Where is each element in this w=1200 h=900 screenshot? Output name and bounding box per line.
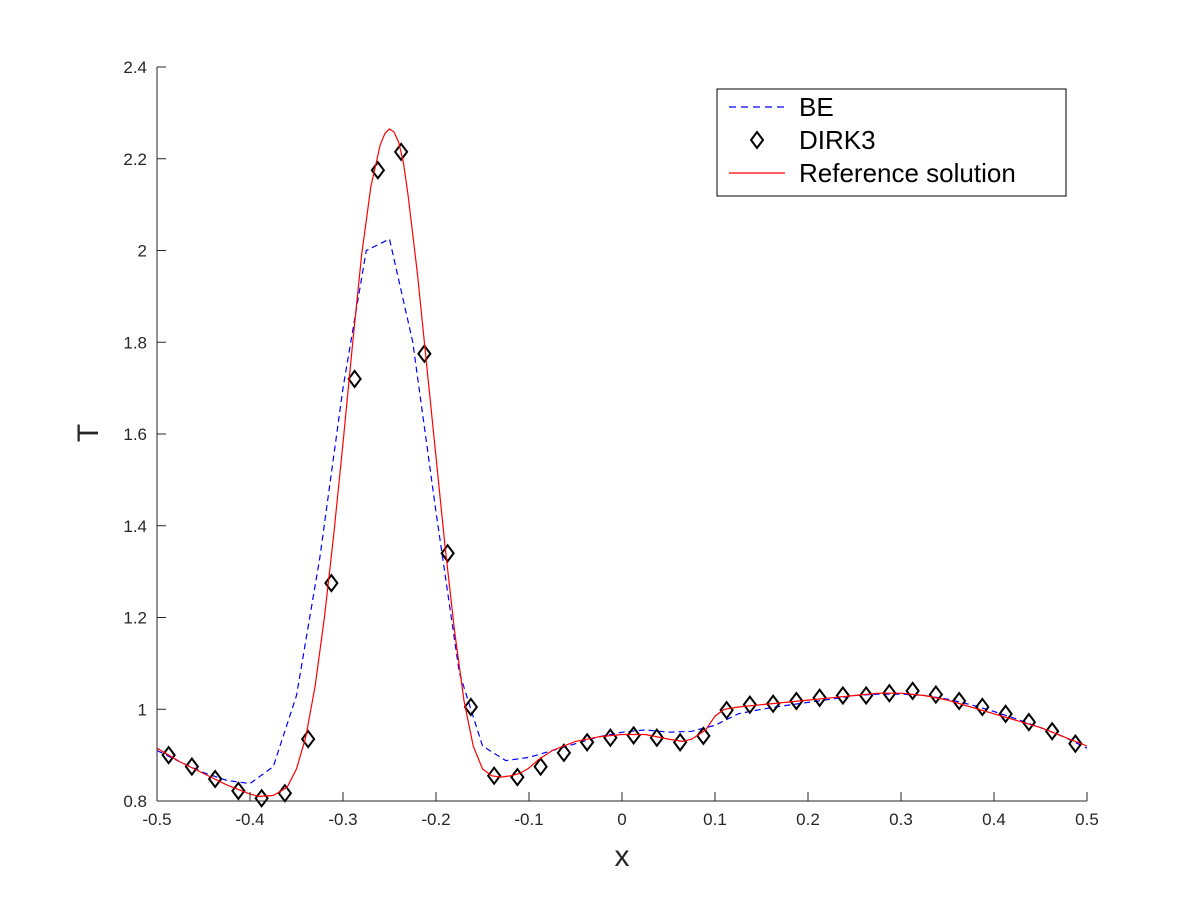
legend-box xyxy=(716,88,1067,197)
x-tick-label: 0 xyxy=(617,810,626,829)
series-line-be xyxy=(156,238,1088,785)
data-point-dirk3 xyxy=(324,573,339,593)
y-tick-label: 1.6 xyxy=(123,425,147,444)
data-point-dirk3 xyxy=(742,694,758,715)
data-point-dirk3 xyxy=(765,694,781,714)
plot-area xyxy=(156,128,1088,808)
x-tick-label: 0.4 xyxy=(982,810,1006,829)
y-tick-label: 2.2 xyxy=(123,150,147,169)
data-point-dirk3 xyxy=(998,704,1013,724)
x-tick-label: 0.5 xyxy=(1075,810,1099,829)
data-point-dirk3 xyxy=(300,729,316,749)
data-point-dirk3 xyxy=(556,743,572,763)
data-point-dirk3 xyxy=(696,726,711,746)
data-point-dirk3 xyxy=(835,685,851,706)
data-point-dirk3 xyxy=(928,684,944,705)
data-point-dirk3 xyxy=(579,732,595,752)
data-point-dirk3 xyxy=(672,732,688,752)
data-point-dirk3 xyxy=(393,142,409,162)
x-tick-label: 0.3 xyxy=(889,810,913,829)
x-tick-label: -0.3 xyxy=(328,810,357,829)
y-tick-label: 1 xyxy=(138,700,147,719)
x-tick-label: -0.2 xyxy=(421,810,450,829)
y-tick-label: 1.4 xyxy=(123,517,147,536)
x-tick-label: -0.5 xyxy=(142,810,171,829)
data-point-dirk3 xyxy=(440,543,455,563)
data-point-dirk3 xyxy=(1068,733,1083,754)
y-axis-label: T xyxy=(72,424,105,442)
data-point-dirk3 xyxy=(719,700,734,720)
y-tick-label: 2.4 xyxy=(123,58,147,77)
y-tick-label: 1.2 xyxy=(123,609,147,628)
x-tick-label: 0.2 xyxy=(796,810,820,829)
data-point-dirk3 xyxy=(812,688,827,708)
data-point-dirk3 xyxy=(207,769,223,789)
y-tick-label: 2 xyxy=(138,242,147,261)
y-tick-label: 0.8 xyxy=(123,792,147,811)
data-point-dirk3 xyxy=(254,788,269,808)
data-point-dirk3 xyxy=(1044,721,1060,741)
series-line-reference xyxy=(156,128,1088,798)
data-point-dirk3 xyxy=(417,344,432,364)
data-point-dirk3 xyxy=(905,681,920,701)
legend-label: Reference solution xyxy=(799,158,1016,188)
data-point-dirk3 xyxy=(533,756,548,777)
data-point-dirk3 xyxy=(510,767,525,787)
y-tick-label: 1.8 xyxy=(123,333,147,352)
legend-label: BE xyxy=(799,92,834,122)
axes: -0.5 -0.4 -0.3 -0.2 -0.1 0 0.1 0.2 0.3 0.4 0.5 0.8 1… xyxy=(123,58,1098,829)
data-point-dirk3 xyxy=(649,728,665,748)
data-point-dirk3 xyxy=(347,369,362,389)
data-point-dirk3 xyxy=(1021,712,1037,732)
data-point-dirk3 xyxy=(789,691,804,711)
legend-label: DIRK3 xyxy=(799,125,876,155)
data-point-dirk3 xyxy=(626,725,641,746)
data-point-dirk3 xyxy=(486,766,502,786)
data-point-dirk3 xyxy=(277,783,293,803)
x-tick-label: -0.4 xyxy=(235,810,264,829)
data-point-dirk3 xyxy=(858,685,874,706)
x-axis-label: x xyxy=(615,840,630,873)
data-point-dirk3 xyxy=(370,160,386,180)
x-tick-label: 0.1 xyxy=(703,810,727,829)
data-point-dirk3 xyxy=(882,683,897,703)
data-point-dirk3 xyxy=(463,697,479,717)
data-point-dirk3 xyxy=(184,756,200,777)
legend-swatch-dirk3 xyxy=(749,130,765,150)
data-point-dirk3 xyxy=(975,697,990,717)
data-point-dirk3 xyxy=(603,728,618,748)
data-point-dirk3 xyxy=(951,691,967,711)
x-tick-label: -0.1 xyxy=(514,810,543,829)
